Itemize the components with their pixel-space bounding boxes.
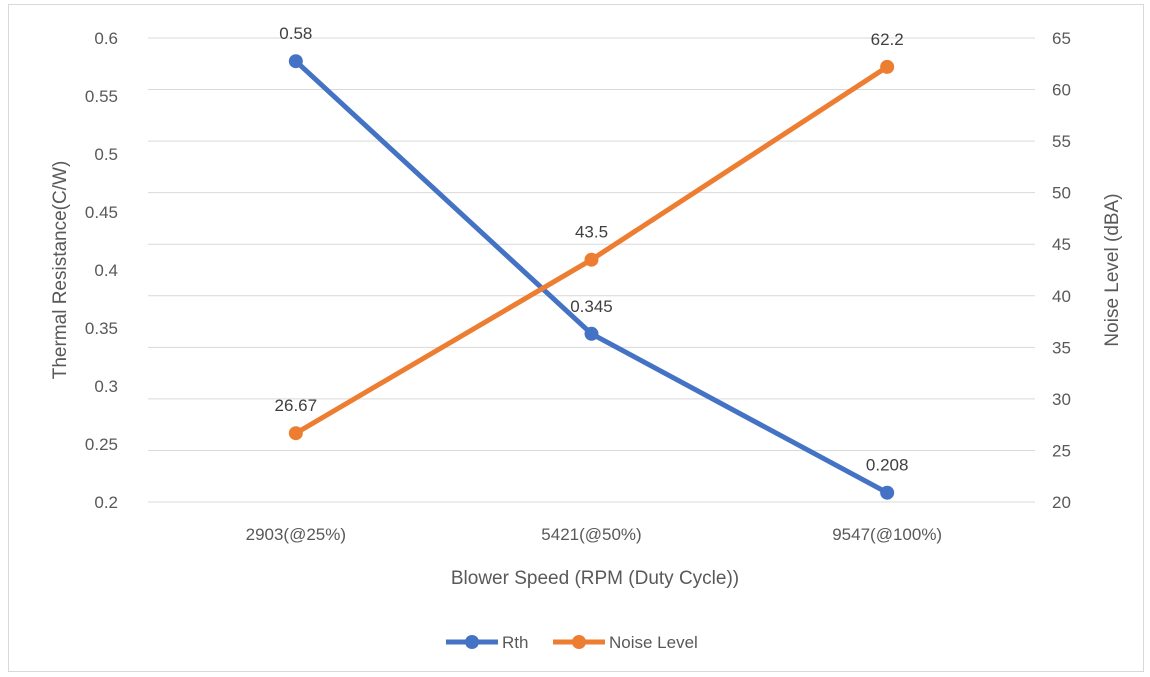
y-tick-label: 0.2	[94, 493, 118, 512]
data-label-noise-level: 62.2	[871, 30, 904, 49]
y-tick-label: 0.3	[94, 377, 118, 396]
x-tick-label: 9547(@100%)	[832, 525, 942, 544]
x-tick-label: 5421(@50%)	[541, 525, 641, 544]
y2-tick-label: 25	[1052, 441, 1071, 460]
y-axis-title: Thermal Resistance(C/W)	[50, 161, 71, 380]
legend-item-noise-level: Noise Level	[553, 633, 698, 652]
data-point-rth	[584, 326, 599, 341]
y2-tick-label: 65	[1052, 29, 1071, 48]
data-label-rth: 0.345	[570, 297, 613, 316]
x-tick-label: 2903(@25%)	[246, 525, 346, 544]
legend-marker-noise-level	[572, 635, 586, 649]
data-label-noise-level: 43.5	[575, 223, 608, 242]
y2-tick-label: 55	[1052, 132, 1071, 151]
left-axis-ticks: 0.2 0.25 0.3 0.35 0.4 0.45 0.5 0.55 0.6	[85, 29, 118, 512]
y2-tick-label: 20	[1052, 493, 1071, 512]
data-label-noise-level: 26.67	[275, 396, 318, 415]
y-tick-label: 0.5	[94, 145, 118, 164]
right-axis-ticks: 20 25 30 35 40 45 50 55 60 65	[1052, 29, 1071, 512]
data-label-rth: 0.208	[866, 456, 909, 475]
y2-tick-label: 50	[1052, 184, 1071, 203]
y2-tick-label: 45	[1052, 235, 1071, 254]
data-point-noise-level	[288, 426, 303, 441]
y-tick-label: 0.35	[85, 319, 118, 338]
data-label-rth: 0.58	[279, 24, 312, 43]
x-axis-ticks: 2903(@25%) 5421(@50%) 9547(@100%)	[246, 525, 942, 544]
legend-item-rth: Rth	[446, 633, 528, 652]
y-tick-label: 0.6	[94, 29, 118, 48]
legend-label-noise-level: Noise Level	[609, 633, 698, 652]
legend-marker-rth	[465, 635, 479, 649]
y2-tick-label: 40	[1052, 287, 1071, 306]
y-tick-label: 0.25	[85, 435, 118, 454]
y-tick-label: 0.4	[94, 261, 118, 280]
y-tick-label: 0.45	[85, 203, 118, 222]
y2-axis-title: Noise Level (dBA)	[1102, 193, 1123, 346]
y2-tick-label: 30	[1052, 390, 1071, 409]
data-labels: 0.58 0.345 0.208 26.67 43.5 62.2	[275, 24, 909, 475]
data-point-rth	[288, 54, 303, 69]
data-point-rth	[880, 485, 895, 500]
y2-tick-label: 60	[1052, 81, 1071, 100]
legend: Rth Noise Level	[446, 633, 698, 652]
data-point-noise-level	[880, 59, 895, 74]
series-line-noise-level	[293, 64, 890, 436]
series	[288, 54, 895, 500]
chart-frame	[8, 4, 1144, 672]
x-axis-title: Blower Speed (RPM (Duty Cycle))	[451, 568, 739, 589]
legend-label-rth: Rth	[502, 633, 528, 652]
y-tick-label: 0.55	[85, 87, 118, 106]
y2-tick-label: 35	[1052, 338, 1071, 357]
gridlines	[148, 37, 1035, 503]
data-point-noise-level	[584, 252, 599, 267]
